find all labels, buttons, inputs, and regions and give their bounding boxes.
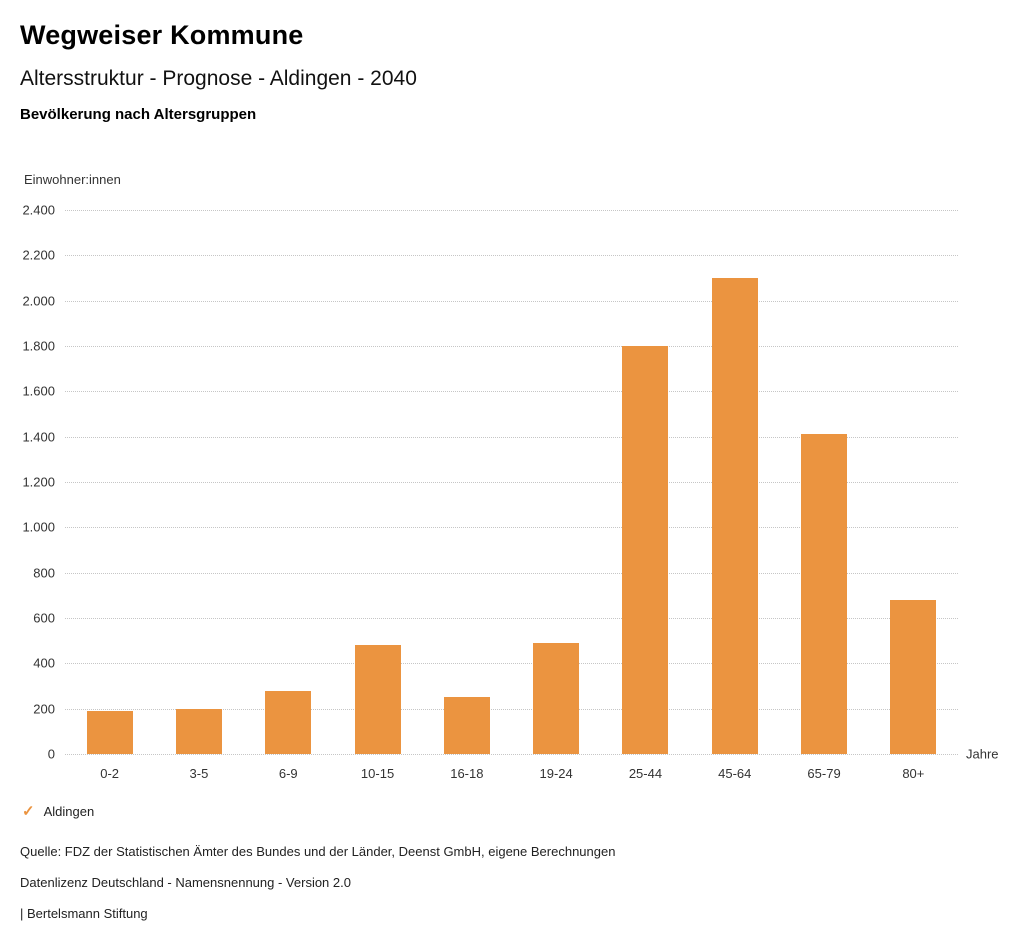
bar-19-24 [533,642,580,754]
chart-heading: Bevölkerung nach Altersgruppen [20,106,257,123]
gridline [65,300,958,302]
bar-65-79 [801,434,848,754]
y-tick-label: 600 [33,610,55,626]
bar-16-18 [443,697,490,754]
gridline [65,210,958,211]
gridline [65,572,958,574]
gridline [65,391,958,393]
gridline [65,482,958,483]
legend-check-icon: ✓ [22,803,35,820]
bar-10-15 [354,645,401,754]
gridline [65,708,958,710]
gridline [65,618,958,619]
x-tick-label: 10-15 [360,766,395,781]
y-tick-label: 1.200 [22,474,55,490]
y-tick-label: 2.400 [22,202,55,218]
x-tick-label: 6-9 [278,766,298,781]
source-line: Quelle: FDZ der Statistischen Ämter des … [20,844,616,859]
bar-6-9 [265,690,312,754]
x-tick-label: 16-18 [450,766,484,781]
y-tick-label: 2.200 [22,247,55,263]
publisher-line: | Bertelsmann Stiftung [20,906,148,921]
x-tick-label: 45-64 [718,766,752,781]
x-tick-label: 3-5 [189,766,209,781]
y-tick-label: 1.400 [22,429,55,445]
y-tick-label: 1.600 [22,383,55,399]
chart-subtitle: Altersstruktur - Prognose - Aldingen - 2… [20,67,417,90]
x-tick-label: 25-44 [628,766,663,781]
gridline [65,436,958,438]
y-tick-label: 0 [47,746,55,762]
gridline [65,663,958,665]
license-line: Datenlizenz Deutschland - Namensnennung … [20,875,351,890]
legend-label: Aldingen [43,804,95,819]
bar-chart: Jahre 0 200 400 600 800 1.000 1.200 1.400 1.600 1… [0,203,1024,830]
y-tick-label: 400 [33,655,55,671]
x-tick-label: 19-24 [539,766,573,781]
page-title: Wegweiser Kommune [20,20,304,50]
bar-3-5 [175,708,222,754]
y-tick-label: 2.000 [22,293,55,309]
y-axis-title: Einwohner:innen [24,172,121,187]
y-tick-label: 1.000 [22,519,55,535]
x-axis-unit-label: Jahre [966,746,999,762]
gridline [65,346,958,347]
bar-45-64 [711,278,758,754]
legend-item-aldingen[interactable]: ✓ Aldingen [22,804,94,819]
gridline [65,255,958,257]
bar-80+ [890,599,937,754]
bar-25-44 [622,346,669,754]
gridline [65,527,958,529]
y-tick-label: 200 [33,701,55,717]
bar-0-2 [86,710,133,754]
y-tick-label: 1.800 [22,338,55,354]
x-tick-label: 65-79 [807,766,841,781]
gridline [65,754,958,755]
x-tick-label: 0-2 [100,766,120,781]
y-tick-label: 800 [33,565,55,581]
x-tick-label: 80+ [902,766,925,781]
plot-area: Jahre 0 200 400 600 800 1.000 1.200 1.400 1.600 1… [22,203,998,782]
